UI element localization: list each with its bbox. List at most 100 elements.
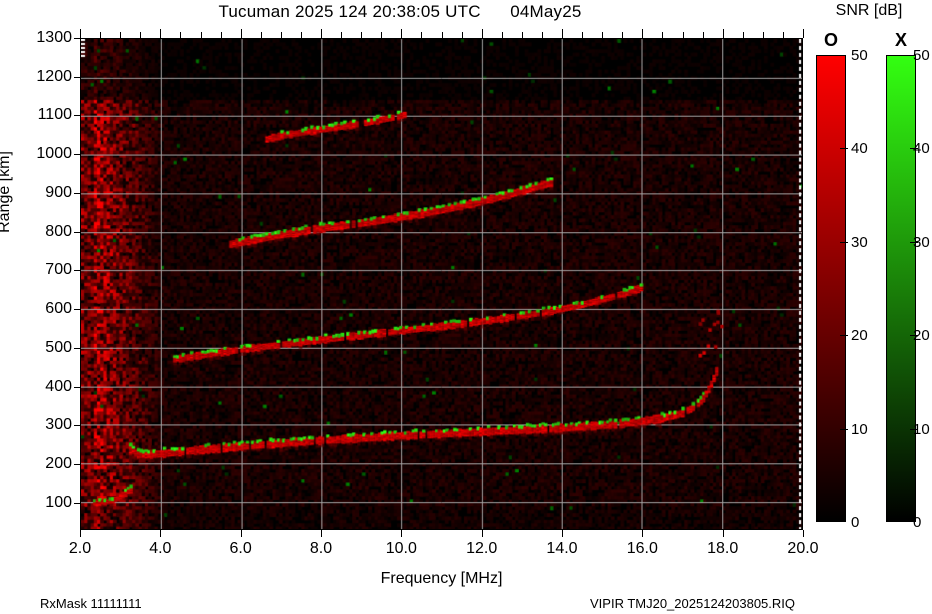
- colorbar-tick-dash: [840, 241, 848, 243]
- x-tick-label: 8.0: [309, 540, 333, 557]
- colorbar-x-gradient: [886, 55, 916, 522]
- x-minor-tick-mark: [541, 32, 543, 38]
- x-minor-tick-mark: [622, 32, 624, 38]
- x-minor-tick-mark: [481, 29, 483, 38]
- x-tick-mark: [642, 530, 644, 537]
- y-tick-label: 1000: [36, 145, 72, 163]
- colorbar-x-letter: X: [894, 30, 907, 50]
- x-minor-tick-mark: [240, 29, 242, 38]
- colorbar-tick-label: 10: [851, 420, 868, 438]
- colorbar-o-letter: O: [823, 30, 838, 50]
- colorbar-tick-label: 20: [851, 327, 868, 345]
- x-minor-tick-mark: [100, 32, 102, 38]
- y-tick-mark: [74, 502, 80, 504]
- footer-rxmask: RxMask 11111111: [40, 596, 142, 611]
- y-tick-mark: [74, 154, 80, 156]
- y-tick-mark: [74, 347, 80, 349]
- y-tick-label: 700: [45, 261, 72, 279]
- x-minor-tick-mark: [260, 32, 262, 38]
- x-minor-tick-mark: [341, 32, 343, 38]
- y-tick-mark: [74, 425, 80, 427]
- colorbar-tick-label: 0: [913, 514, 922, 531]
- x-minor-tick-mark: [381, 32, 383, 38]
- y-tick-mark: [74, 386, 80, 388]
- x-minor-tick-mark: [702, 32, 704, 38]
- x-minor-tick-mark: [140, 32, 142, 38]
- x-tick-mark: [481, 530, 483, 537]
- x-tick-mark: [240, 530, 242, 537]
- y-tick-label: 800: [45, 222, 72, 240]
- y-tick-mark: [74, 38, 80, 39]
- y-tick-label: 1300: [36, 29, 72, 46]
- colorbar-tick-dash: [840, 148, 848, 150]
- x-tick-label: 18.0: [707, 540, 739, 557]
- y-tick-label: 900: [45, 183, 72, 201]
- x-minor-tick-mark: [742, 32, 744, 38]
- x-tick-mark: [562, 530, 563, 537]
- x-minor-tick-mark: [280, 32, 282, 38]
- page-title: Tucuman 2025 124 20:38:05 UTC 04May25: [218, 2, 582, 21]
- y-tick-mark: [74, 192, 80, 194]
- y-tick-mark: [74, 76, 80, 78]
- x-minor-tick-mark: [220, 32, 222, 38]
- x-minor-tick-mark: [160, 29, 162, 38]
- x-minor-tick-mark: [80, 29, 81, 38]
- x-tick-label: 6.0: [229, 540, 252, 557]
- x-minor-tick-mark: [803, 29, 804, 38]
- colorbar-tick-dash: [840, 428, 848, 430]
- x-minor-tick-mark: [602, 32, 604, 38]
- x-minor-tick-mark: [361, 32, 363, 38]
- y-tick-mark: [74, 231, 80, 233]
- y-tick-label: 100: [45, 493, 72, 511]
- y-tick-mark: [74, 270, 80, 272]
- x-tick-mark: [160, 530, 162, 537]
- colorbar-tick-label: 50: [851, 47, 868, 64]
- x-minor-tick-mark: [321, 29, 322, 38]
- colorbar-tick-label: 50: [913, 47, 930, 64]
- x-tick-mark: [80, 530, 81, 537]
- x-minor-tick-mark: [120, 32, 122, 38]
- y-tick-label: 500: [45, 338, 72, 356]
- ionogram-heatmap-canvas: [81, 39, 802, 529]
- x-minor-tick-mark: [461, 32, 463, 38]
- x-minor-tick-mark: [562, 29, 563, 38]
- y-tick-label: 400: [45, 377, 72, 395]
- x-minor-tick-mark: [722, 29, 724, 38]
- colorbar-tick-label: 40: [913, 140, 930, 158]
- x-tick-mark: [803, 530, 804, 537]
- x-tick-label: 16.0: [626, 540, 658, 557]
- x-minor-tick-mark: [582, 32, 584, 38]
- x-minor-tick-mark: [521, 32, 523, 38]
- x-tick-label: 10.0: [385, 540, 417, 557]
- x-tick-label: 14.0: [546, 540, 578, 557]
- colorbar-tick-dash: [910, 148, 918, 150]
- ionogram-plot: [80, 38, 803, 530]
- x-minor-tick-mark: [662, 32, 664, 38]
- y-tick-label: 1200: [36, 67, 72, 85]
- x-minor-tick-mark: [200, 32, 202, 38]
- x-minor-tick-mark: [642, 29, 644, 38]
- y-tick-mark: [74, 115, 80, 117]
- x-minor-tick-mark: [421, 32, 423, 38]
- colorbar-tick-label: 0: [851, 514, 860, 531]
- y-tick-label: 600: [45, 300, 72, 318]
- x-minor-tick-mark: [501, 32, 503, 38]
- x-tick-label: 2.0: [68, 540, 92, 557]
- colorbar-tick-label: 30: [913, 233, 930, 251]
- x-tick-label: 4.0: [149, 540, 172, 557]
- x-minor-tick-mark: [401, 29, 403, 38]
- x-axis-label: Frequency [MHz]: [380, 570, 503, 587]
- colorbar-tick-dash: [840, 335, 848, 337]
- x-tick-mark: [401, 530, 403, 537]
- colorbar-tick-label: 30: [851, 233, 868, 251]
- y-tick-label: 300: [45, 416, 72, 434]
- x-tick-label: 20.0: [787, 540, 819, 557]
- colorbar-title: SNR [dB]: [835, 2, 903, 19]
- y-tick-mark: [74, 464, 80, 466]
- colorbar-tick-dash: [910, 335, 918, 337]
- y-tick-mark: [74, 309, 80, 311]
- x-minor-tick-mark: [682, 32, 684, 38]
- x-minor-tick-mark: [300, 32, 302, 38]
- colorbar-tick-label: 20: [913, 327, 930, 345]
- x-minor-tick-mark: [180, 32, 182, 38]
